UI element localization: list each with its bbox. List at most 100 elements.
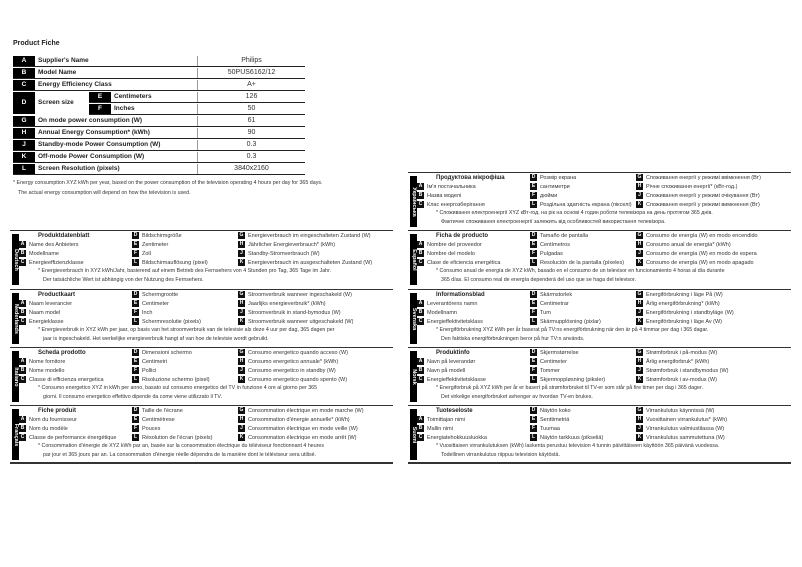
item-c: C Energieeffizienzklasse bbox=[19, 259, 84, 267]
item-label: Energiatehokkuusluokka bbox=[427, 435, 487, 441]
row-letter: A bbox=[13, 56, 35, 66]
language-name: Deutsch bbox=[12, 248, 19, 271]
item-a: A Navn på leverandør bbox=[417, 358, 475, 366]
item-label: Näytön koko bbox=[540, 408, 571, 414]
letter-badge: G bbox=[636, 349, 643, 357]
item-label: Skärmstorlek bbox=[540, 292, 573, 298]
item-label: Назва моделі bbox=[427, 193, 462, 199]
table-subrow: F Inches 50 bbox=[89, 104, 305, 115]
row-label: Off-mode Power Consumption (W) bbox=[38, 153, 145, 160]
item-b: B Naam model bbox=[19, 309, 60, 317]
item-label: Naam model bbox=[29, 310, 61, 316]
language-block-italiano: Italiano Scheda prodotto A Nome fornitore B N… bbox=[10, 347, 393, 404]
item-label: Energiförbrukning i läge På (W) bbox=[646, 292, 723, 298]
letter-badge: B bbox=[19, 309, 26, 317]
item-k: K Consumo energetico quando spento (W) bbox=[238, 376, 347, 384]
letter-badge: L bbox=[132, 318, 139, 326]
item-label: Nom du fournisseur bbox=[29, 417, 77, 423]
row-letter: E bbox=[89, 92, 111, 102]
item-label: Resolución de la pantalla (píxeles) bbox=[540, 260, 625, 266]
item-c: C Energieffektivitetsklasse bbox=[417, 376, 486, 384]
item-label: Inch bbox=[142, 310, 153, 316]
item-label: Tommer bbox=[540, 368, 560, 374]
item-j: J Consumo de energía (W) en modo de esper… bbox=[636, 250, 757, 258]
letter-badge: H bbox=[238, 300, 245, 308]
row-letter: L bbox=[13, 164, 35, 174]
item-label: Modellnamn bbox=[427, 310, 457, 316]
letter-badge: A bbox=[19, 300, 26, 308]
letter-badge: K bbox=[636, 201, 643, 209]
letter-badge: B bbox=[417, 192, 424, 200]
item-label: Risoluzione schermo (pixel) bbox=[142, 377, 210, 383]
item-label: Consommation électrique en mode marche (… bbox=[248, 408, 364, 414]
item-d: D Taille de l'écrane bbox=[132, 407, 183, 415]
item-label: Nome fornitore bbox=[29, 359, 66, 365]
item-label: Tuumaa bbox=[540, 426, 560, 432]
item-label: Stroomverbruik wanneer uitgeschakeld (W) bbox=[248, 319, 354, 325]
letter-badge: E bbox=[530, 183, 537, 191]
item-d: D Skjermstørrelse bbox=[530, 349, 579, 357]
item-label: Consommation électrique en mode arrêt (W… bbox=[248, 435, 357, 441]
footnote-line-2: The actual energy consumption will depen… bbox=[18, 190, 191, 196]
letter-badge: F bbox=[132, 309, 139, 317]
letter-badge: E bbox=[132, 241, 139, 249]
letter-badge: C bbox=[19, 259, 26, 267]
item-label: Virrankulutus sammutettuna (W) bbox=[646, 435, 725, 441]
item-label: Virrankulutus valmiustilassa (W) bbox=[646, 426, 725, 432]
item-d: D Skärmstorlek bbox=[530, 291, 572, 299]
item-k: K Consommation électrique en mode arrêt (… bbox=[238, 434, 357, 442]
language-block-norsk: Norsk Produktinfo A Navn på leverandør B Navn… bbox=[408, 347, 791, 404]
item-label: сантиметри bbox=[540, 184, 570, 190]
letter-badge: D bbox=[132, 407, 139, 415]
item-label: Strømforbruk i på-modus (W) bbox=[646, 350, 718, 356]
item-label: Näytön tarkkuus (pikseliä) bbox=[540, 435, 604, 441]
letter-badge: G bbox=[636, 291, 643, 299]
item-f: F Zoll bbox=[132, 250, 151, 258]
item-k: K Strømforbruk i av-modus (W) bbox=[636, 376, 717, 384]
item-d: D Tamaño de pantalla bbox=[530, 232, 588, 240]
row-letter: K bbox=[13, 152, 35, 162]
item-k: K Consumo de energía (W) en modo apagado bbox=[636, 259, 754, 267]
block-title: Produktinfo bbox=[436, 350, 470, 356]
letter-badge: D bbox=[530, 291, 537, 299]
item-label: Consumo de energía (W) en modo de espera bbox=[646, 251, 757, 257]
item-label: Centímetros bbox=[540, 242, 570, 248]
language-name: Español bbox=[410, 248, 417, 271]
letter-badge: J bbox=[238, 367, 245, 375]
row-letter: F bbox=[89, 104, 111, 114]
item-label: Clase de eficiencia energética bbox=[427, 260, 501, 266]
item-h: H Vuosittainen virrankulutus* (kWh) bbox=[636, 416, 727, 424]
letter-badge: G bbox=[636, 407, 643, 415]
item-d: D Dimensioni schermo bbox=[132, 349, 192, 357]
letter-badge: K bbox=[636, 259, 643, 267]
item-f: F Tommer bbox=[530, 367, 560, 375]
item-a: A Toimittajan nimi bbox=[417, 416, 465, 424]
item-g: G Consumo de energía (W) en modo encendid… bbox=[636, 232, 758, 240]
item-f: F Tum bbox=[530, 309, 551, 317]
letter-badge: H bbox=[636, 358, 643, 366]
letter-badge: J bbox=[636, 309, 643, 317]
letter-badge: H bbox=[238, 416, 245, 424]
item-label: Modellname bbox=[29, 251, 59, 257]
letter-badge: A bbox=[19, 241, 26, 249]
block-title: Ficha de producto bbox=[436, 233, 489, 239]
item-a: A Ім'я постачальника bbox=[417, 183, 476, 191]
letter-badge: F bbox=[132, 425, 139, 433]
letter-badge: L bbox=[530, 201, 537, 209]
item-label: Standby-Stromverbrauch (W) bbox=[248, 251, 320, 257]
table-row: J Standby-mode Power Consumption (W) 0.3 bbox=[13, 140, 305, 151]
row-value: 126 bbox=[197, 92, 305, 102]
language-block-українська: Українська Продуктова мікрофіша A Ім'я пост… bbox=[408, 172, 791, 229]
item-c: C Energieffektivitetsklass bbox=[417, 318, 483, 326]
item-c: C Клас енергозберігання bbox=[417, 201, 485, 209]
item-label: Consumo de energía (W) en modo apagado bbox=[646, 260, 754, 266]
letter-badge: A bbox=[417, 416, 424, 424]
item-f: F Pouces bbox=[132, 425, 160, 433]
block-title: Fiche produit bbox=[38, 408, 76, 414]
item-label: Energieffektivitetsklass bbox=[427, 319, 483, 325]
letter-badge: C bbox=[417, 318, 424, 326]
item-label: Energieverbrauch im ausgeschalteten Zust… bbox=[248, 260, 373, 266]
letter-badge: B bbox=[19, 425, 26, 433]
letter-badge: C bbox=[417, 376, 424, 384]
block-title: Scheda prodotto bbox=[38, 350, 86, 356]
